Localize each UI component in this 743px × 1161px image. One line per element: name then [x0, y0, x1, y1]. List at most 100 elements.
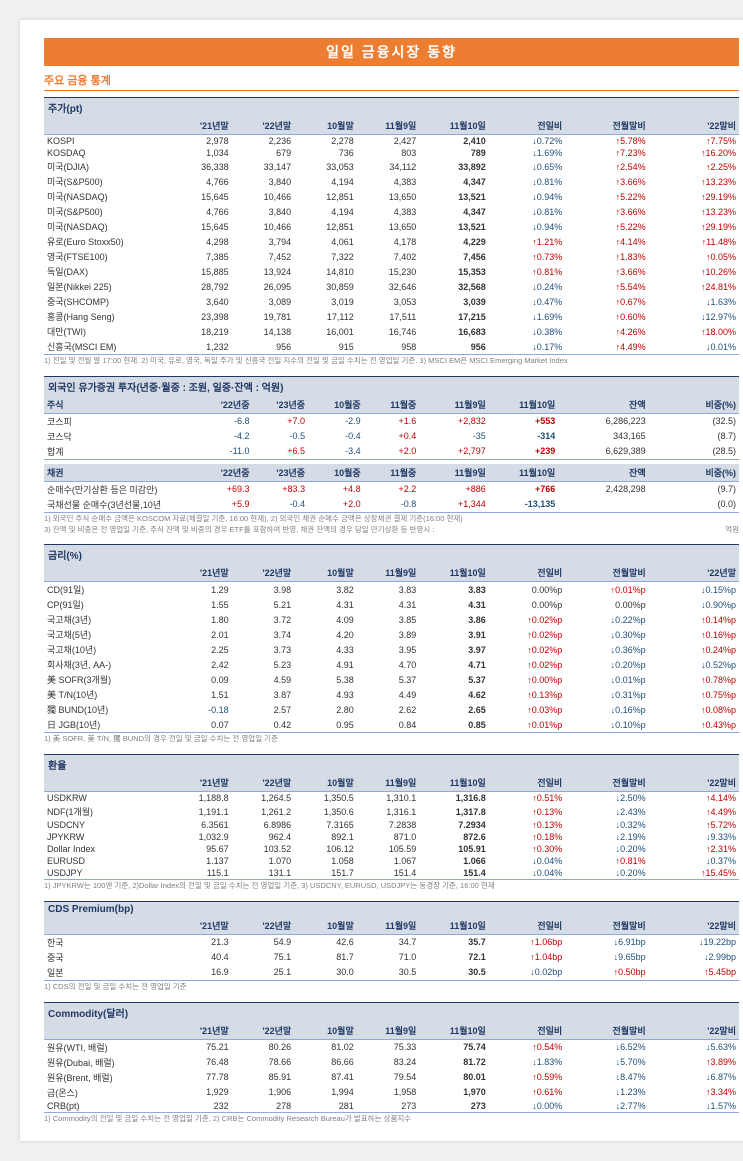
col-header: 10월말	[294, 774, 357, 792]
col-header: 전월말비	[565, 774, 648, 792]
row-label: 유로(Euro Stoxx50)	[44, 234, 169, 249]
data-cell: ↑13.23%	[649, 204, 739, 219]
col-header: '23년중	[252, 396, 308, 414]
col-header: 11월10일	[489, 396, 559, 414]
row-label: CD(91일)	[44, 582, 169, 598]
data-cell: ↑0.59%	[489, 1070, 565, 1085]
data-cell: 5.23	[232, 657, 295, 672]
data-cell: 32,646	[357, 279, 420, 294]
data-cell: +2,797	[419, 444, 489, 460]
data-cell: 232	[169, 1100, 232, 1113]
col-header: 전일비	[489, 117, 565, 135]
data-cell: ↑1.04bp	[489, 950, 565, 965]
data-cell: 151.7	[294, 867, 357, 880]
col-header: 전일비	[489, 1022, 565, 1040]
col-header: '22년말	[649, 564, 739, 582]
section-label-foreign: 외국인 유가증권 투자(년중·월중 : 조원, 일중·잔액 : 억원)	[44, 376, 739, 396]
row-label: 코스피	[44, 413, 197, 429]
data-cell: ↓0.20%p	[565, 657, 648, 672]
data-cell: 16,001	[294, 324, 357, 339]
data-cell: 13,924	[232, 264, 295, 279]
data-cell: 95.67	[169, 843, 232, 855]
data-cell: 803	[357, 147, 420, 159]
data-cell: 4,766	[169, 174, 232, 189]
data-cell: (9.7)	[649, 481, 739, 497]
data-cell: ↑0.81%	[489, 264, 565, 279]
data-cell: -3.4	[308, 444, 364, 460]
row-label: 미국(NASDAQ)	[44, 219, 169, 234]
data-cell: ↑16.20%	[649, 147, 739, 159]
col-header: 잔액	[558, 464, 648, 482]
data-cell: -2.9	[308, 413, 364, 429]
data-cell: ↓1.69%	[489, 147, 565, 159]
data-cell: 7.2934	[419, 819, 489, 831]
data-table: '21년말'22년말10월말11월9일11월10일전일비전월말비'22말비한국2…	[44, 917, 739, 981]
col-header: '21년말	[169, 917, 232, 935]
data-cell: 15,353	[419, 264, 489, 279]
data-cell: ↑0.24%p	[649, 642, 739, 657]
col-header: 비중(%)	[649, 396, 739, 414]
data-cell: 1,032.9	[169, 831, 232, 843]
data-cell: 4,194	[294, 204, 357, 219]
data-cell: ↓0.16%p	[565, 702, 648, 717]
data-cell: ↑13.23%	[649, 174, 739, 189]
data-cell: +0.4	[364, 429, 420, 444]
data-cell: +6.5	[252, 444, 308, 460]
col-header: '21년말	[169, 1022, 232, 1040]
data-cell: ↓0.32%	[565, 819, 648, 831]
data-cell: 77.78	[169, 1070, 232, 1085]
data-cell: 1.55	[169, 597, 232, 612]
data-cell: 86.66	[294, 1055, 357, 1070]
col-header: 11월10일	[419, 564, 489, 582]
data-cell: ↑0.13%	[489, 804, 565, 819]
data-cell: ↓0.30%p	[565, 627, 648, 642]
data-cell: ↓0.81%	[489, 174, 565, 189]
section-label-rates: 금리(%)	[44, 544, 739, 564]
data-cell: 10,466	[232, 189, 295, 204]
row-label: 日 JGB(10년)	[44, 717, 169, 733]
data-cell: 16,683	[419, 324, 489, 339]
data-cell: 4.33	[294, 642, 357, 657]
row-label: 미국(NASDAQ)	[44, 189, 169, 204]
data-cell: 0.09	[169, 672, 232, 687]
col-header: '22말비	[649, 774, 739, 792]
data-cell: 3.74	[232, 627, 295, 642]
data-cell: ↑0.08%p	[649, 702, 739, 717]
data-cell: ↑18.00%	[649, 324, 739, 339]
row-label: 원유(Brent, 배럴)	[44, 1070, 169, 1085]
data-cell: 85.91	[232, 1070, 295, 1085]
data-cell: ↓9.33%	[649, 831, 739, 843]
data-cell: 2.62	[357, 702, 420, 717]
data-cell: 4.20	[294, 627, 357, 642]
col-header	[44, 774, 169, 792]
data-cell: ↑0.50bp	[565, 965, 648, 981]
data-cell: 4,383	[357, 174, 420, 189]
data-table: '21년말'22년말10월말11월9일11월10일전일비전월말비'22년말CD(…	[44, 564, 739, 733]
data-cell: 151.4	[357, 867, 420, 880]
data-cell: ↑5.22%	[565, 219, 648, 234]
row-label: 일본(Nikkei 225)	[44, 279, 169, 294]
col-header: 전일비	[489, 774, 565, 792]
data-cell: 3,840	[232, 174, 295, 189]
data-cell: -0.5	[252, 429, 308, 444]
col-header: 10월말	[294, 917, 357, 935]
data-cell: 1.29	[169, 582, 232, 598]
data-cell: ↓1.63%	[649, 294, 739, 309]
data-cell: 54.9	[232, 934, 295, 950]
data-cell: 1.066	[419, 855, 489, 867]
data-cell: 13,650	[357, 219, 420, 234]
data-cell: 5.21	[232, 597, 295, 612]
data-cell: ↑0.78%p	[649, 672, 739, 687]
data-cell: +2.0	[308, 497, 364, 513]
data-cell: -0.4	[252, 497, 308, 513]
data-cell: 281	[294, 1100, 357, 1113]
data-cell: 2.25	[169, 642, 232, 657]
data-cell: ↓1.69%	[489, 309, 565, 324]
col-header: 10월말	[294, 117, 357, 135]
data-cell: 4,229	[419, 234, 489, 249]
col-header: 전월말비	[565, 917, 648, 935]
data-cell: (8.7)	[649, 429, 739, 444]
row-label: 원유(Dubai, 배럴)	[44, 1055, 169, 1070]
data-cell: 0.85	[419, 717, 489, 733]
data-cell: 13,521	[419, 219, 489, 234]
